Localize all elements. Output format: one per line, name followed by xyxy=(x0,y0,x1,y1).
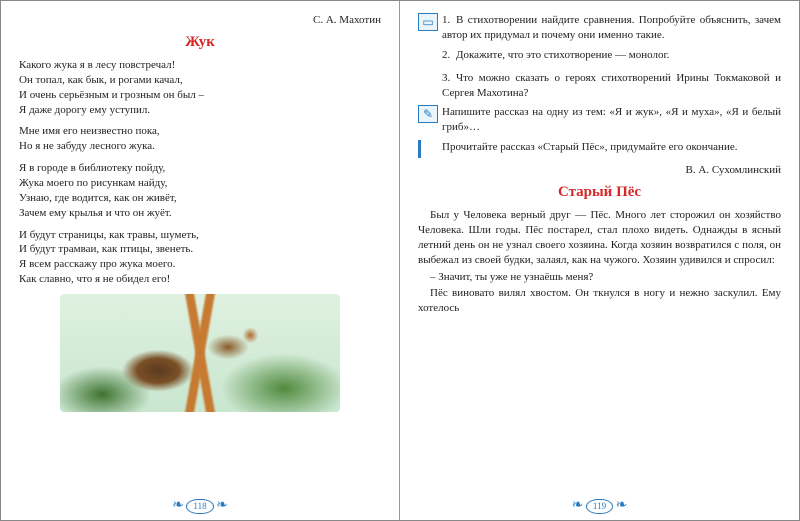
poem-line: Я даже дорогу ему уступил. xyxy=(19,103,381,118)
task-body: 3.Что можно сказать о героях стихо­творе… xyxy=(442,71,781,101)
poem-line: Я всем расскажу про жука моего. xyxy=(19,257,381,272)
poem-line: И очень серьёзным и грозным он был – xyxy=(19,88,381,103)
task-1: ▭ 1.В стихотворении найдите сравнения. П… xyxy=(418,13,781,43)
poem-line: Мне имя его неизвестно пока, xyxy=(19,124,381,139)
poem-line: Какого жука я в лесу повстречал! xyxy=(19,58,381,73)
task-3: 3.Что можно сказать о героях стихо­творе… xyxy=(418,71,781,101)
prose-paragraph: Пёс виновато вилял хвостом. Он ткнулся в… xyxy=(418,286,781,316)
task-number: 2. xyxy=(442,48,456,63)
task-body: 1.В стихотворении найдите сравнения. Поп… xyxy=(442,13,781,43)
task-number: 3. xyxy=(442,71,456,86)
poem-line: Как славно, что я не обидел его! xyxy=(19,272,381,287)
author-left: С. А. Махотин xyxy=(19,13,381,28)
page-left: С. А. Махотин Жук Какого жука я в лесу п… xyxy=(1,1,400,520)
book-spread: С. А. Махотин Жук Какого жука я в лесу п… xyxy=(0,0,800,521)
ornament-icon: ❧ xyxy=(216,498,228,513)
poem-line: Узнаю, где водится, как он живёт, xyxy=(19,191,381,206)
title-old-dog: Старый Пёс xyxy=(418,182,781,202)
page-number-right: ❧ 119 ❧ xyxy=(400,497,799,516)
title-zhuk: Жук xyxy=(19,32,381,52)
task-write: ✎ Напишите рассказ на одну из тем: «Я и … xyxy=(418,105,781,135)
poem-line: Жука моего по рисункам найду, xyxy=(19,176,381,191)
prose-paragraph: – Значит, ты уже не узнаёшь меня? xyxy=(418,270,781,285)
pen-icon: ✎ xyxy=(418,105,438,123)
poem-line: И будут страницы, как травы, шуметь, xyxy=(19,228,381,243)
stanza-1: Какого жука я в лесу повстречал! Он топа… xyxy=(19,58,381,117)
task-body: 2.Докажите, что это стихотворение — моно… xyxy=(442,48,781,66)
book-icon: ▭ xyxy=(418,13,438,31)
poem-line: И будут трамваи, как птицы, звенеть. xyxy=(19,242,381,257)
page-num-value: 119 xyxy=(586,499,613,513)
task-text: Что можно сказать о героях стихо­творени… xyxy=(442,72,781,99)
ornament-icon: ❧ xyxy=(172,498,184,513)
task-read: Прочитайте рассказ «Старый Пёс», приду­м… xyxy=(418,140,781,158)
stanza-4: И будут страницы, как травы, шуметь, И б… xyxy=(19,228,381,287)
task-text: Докажите, что это стихотворение — моноло… xyxy=(456,49,670,61)
page-number-left: ❧ 118 ❧ xyxy=(1,497,399,516)
task-number: 1. xyxy=(442,13,456,28)
ornament-icon: ❧ xyxy=(572,498,584,513)
icon-spacer xyxy=(418,48,438,66)
task-text: В стихотворении найдите сравнения. Попро… xyxy=(442,14,781,41)
beetle-illustration xyxy=(60,294,340,412)
poem-line: Он топал, как бык, и рогами качал, xyxy=(19,73,381,88)
icon-spacer xyxy=(418,71,438,89)
poem-line: Зачем ему крылья и что он жуёт. xyxy=(19,206,381,221)
stanza-3: Я в городе в библиотеку пойду, Жука моег… xyxy=(19,161,381,220)
bar-icon xyxy=(418,140,432,158)
ornament-icon: ❧ xyxy=(616,498,628,513)
task-text: Прочитайте рассказ «Старый Пёс», приду­м… xyxy=(442,140,781,158)
page-num-value: 118 xyxy=(186,499,213,513)
prose-old-dog: Был у Человека верный друг — Пёс. Много … xyxy=(418,208,781,316)
poem-line: Я в городе в библиотеку пойду, xyxy=(19,161,381,176)
task-text: Напишите рассказ на одну из тем: «Я и жу… xyxy=(442,105,781,135)
prose-paragraph: Был у Человека верный друг — Пёс. Много … xyxy=(418,208,781,267)
stanza-2: Мне имя его неизвестно пока, Но я не заб… xyxy=(19,124,381,154)
page-right: ▭ 1.В стихотворении найдите сравнения. П… xyxy=(400,1,799,520)
poem-line: Но я не забуду лесного жука. xyxy=(19,139,381,154)
task-2: 2.Докажите, что это стихотворение — моно… xyxy=(418,48,781,66)
author-right: В. А. Сухомлинский xyxy=(418,163,781,178)
